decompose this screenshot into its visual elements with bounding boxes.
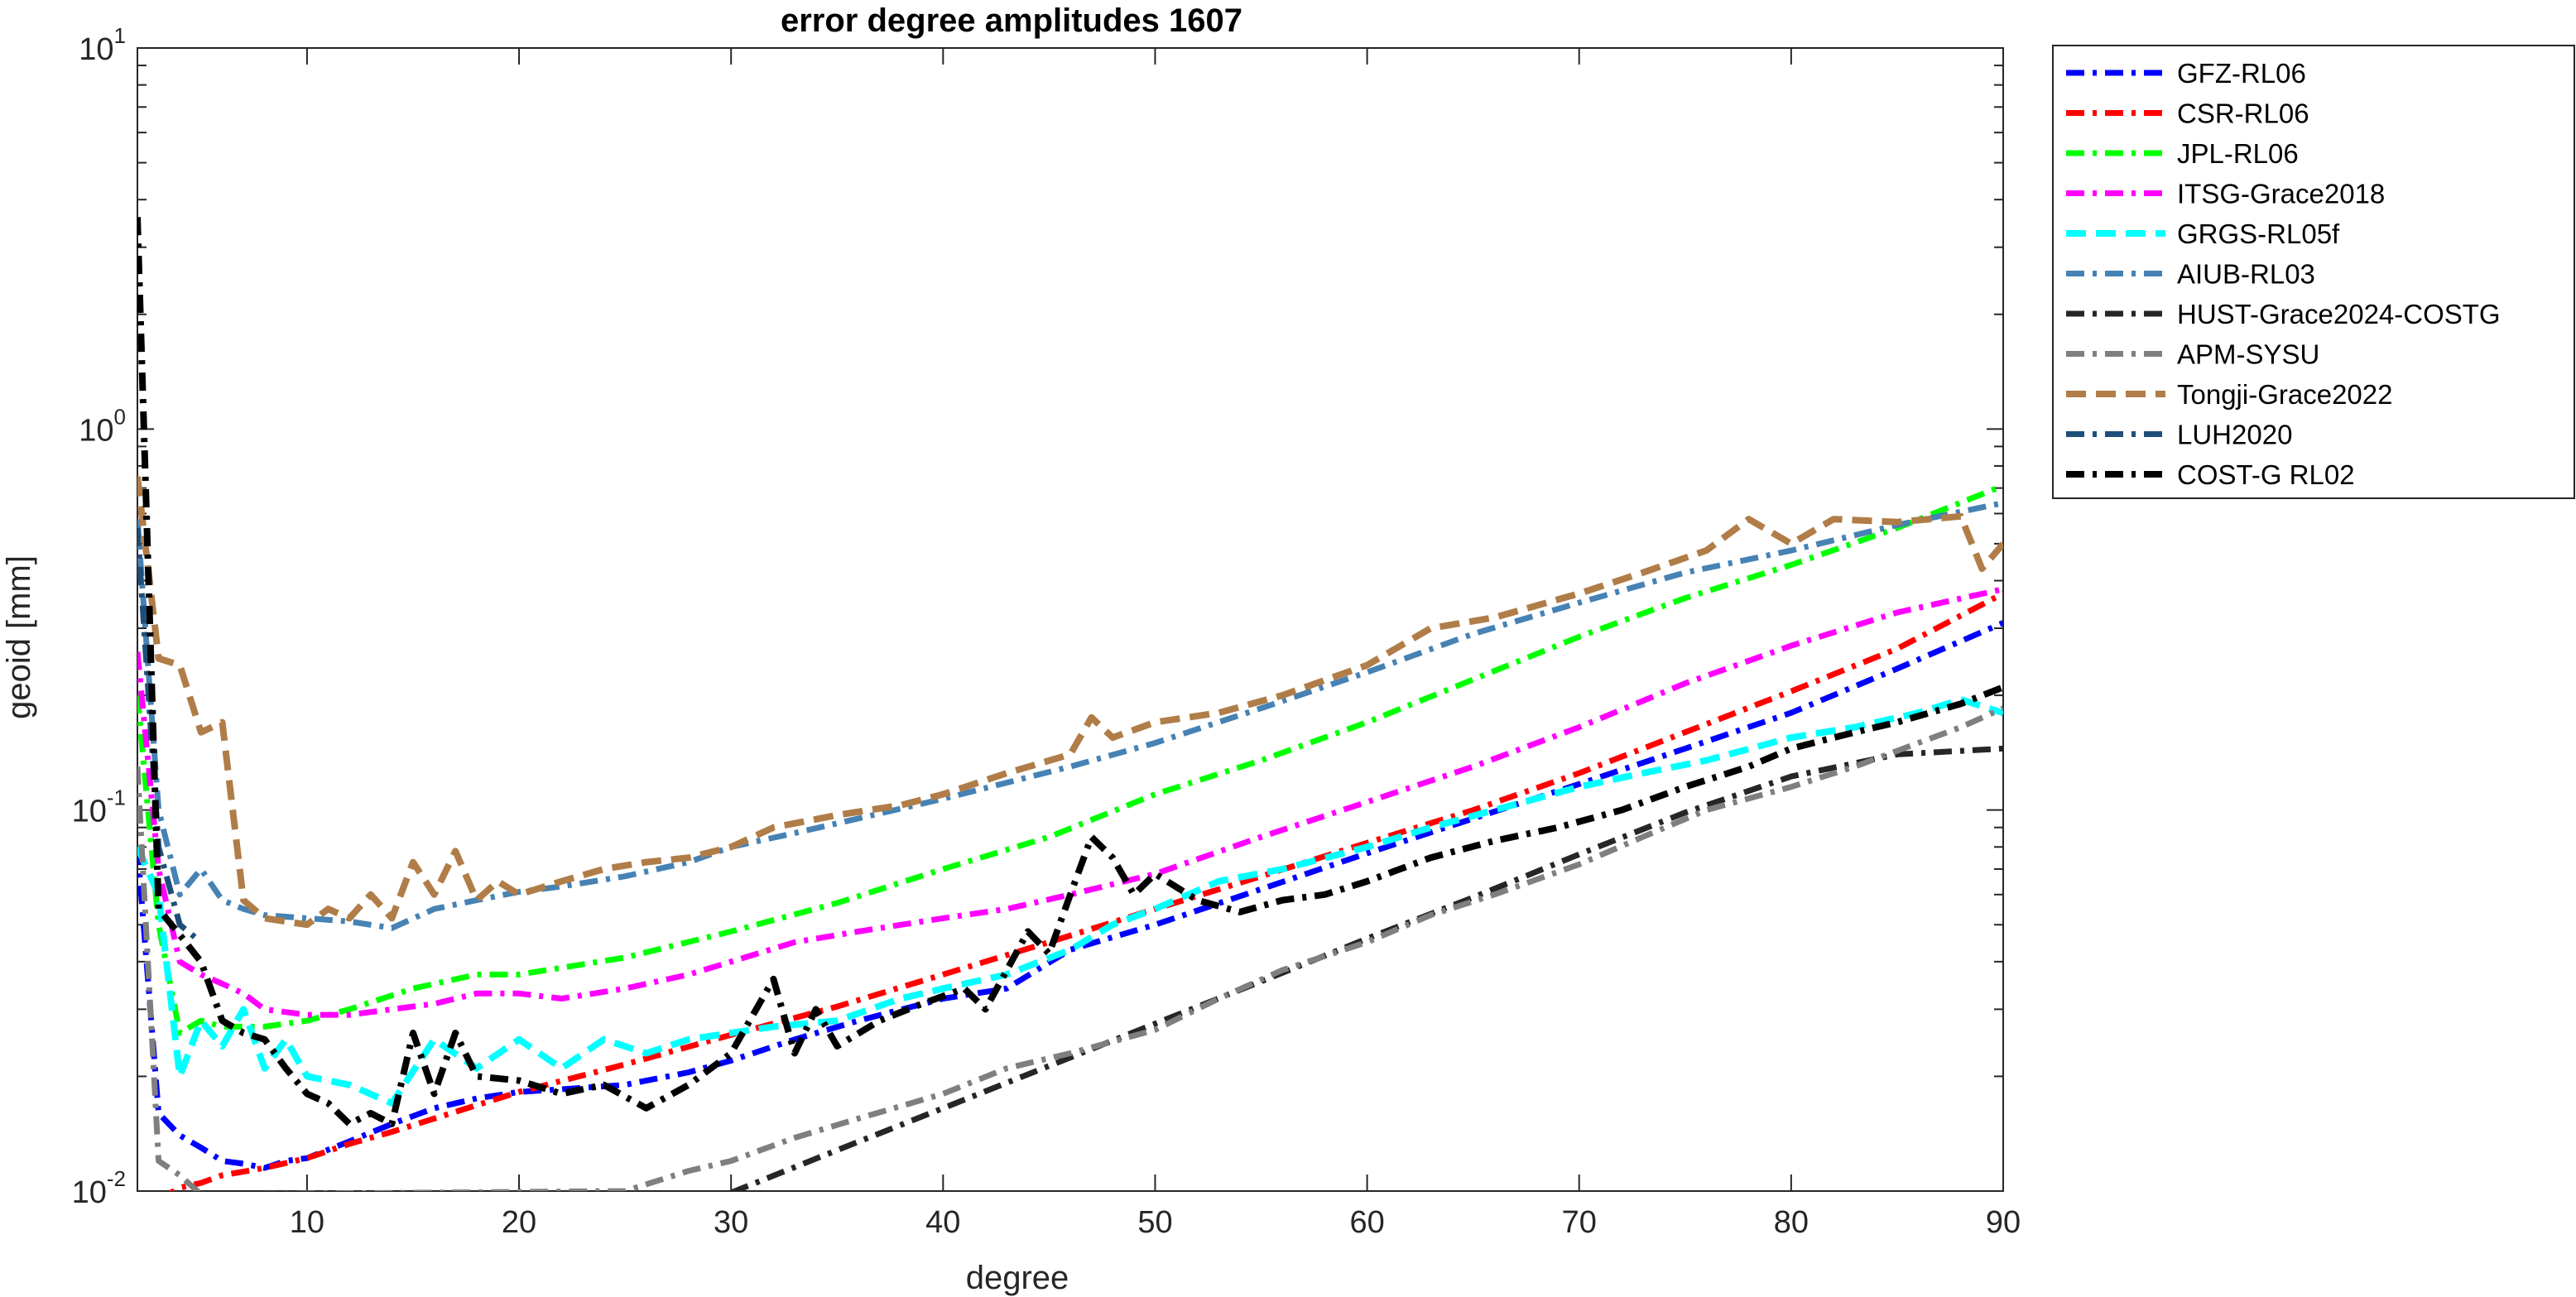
legend: GFZ-RL06 CSR-RL06 JPL-RL06 ITSG-Grace2018 GR… <box>2052 45 2575 499</box>
series-line-jpl-rl06 <box>137 483 2003 1036</box>
legend-label: GRGS-RL05f <box>2177 219 2340 249</box>
x-tick-label: 30 <box>714 1205 748 1240</box>
y-tick-label: 100 <box>79 404 126 448</box>
y-tick-label: 101 <box>79 23 126 67</box>
y-tick-label: 10-1 <box>72 785 126 829</box>
series-line-apm-sysu <box>137 705 2003 1191</box>
legend-label: Tongji-Grace2022 <box>2177 379 2393 410</box>
legend-label: ITSG-Grace2018 <box>2177 179 2385 209</box>
x-axis-label: degree <box>966 1260 1069 1296</box>
series-line-gfz-rl06 <box>137 620 2003 1171</box>
plot-frame <box>137 47 2004 1192</box>
legend-items: GFZ-RL06 CSR-RL06 JPL-RL06 ITSG-Grace2018 GR… <box>2066 58 2501 490</box>
series-layer <box>137 217 2003 1191</box>
legend-label: LUH2020 <box>2177 420 2292 450</box>
x-tick-label: 90 <box>1986 1205 2021 1240</box>
series-line-cost-g-rl02 <box>137 217 2003 1127</box>
x-tick-label: 70 <box>1562 1205 1597 1240</box>
x-tick-label: 60 <box>1349 1205 1384 1240</box>
x-axis: 10 20 30 40 50 60 70 80 90 <box>290 48 2021 1240</box>
x-tick-label: 40 <box>925 1205 960 1240</box>
legend-label: HUST-Grace2024-COSTG <box>2177 299 2501 329</box>
legend-box <box>2052 45 2575 499</box>
y-axis-label: geoid [mm] <box>1 555 37 719</box>
legend-label: CSR-RL06 <box>2177 98 2309 129</box>
series-line-grgs-rl05f <box>137 696 2003 1107</box>
series-line-aiub-rl03 <box>137 500 2003 931</box>
legend-label: GFZ-RL06 <box>2177 58 2306 89</box>
legend-label: JPL-RL06 <box>2177 138 2299 169</box>
y-tick-label: 10-2 <box>72 1166 126 1210</box>
x-tick-label: 10 <box>290 1205 324 1240</box>
series-line-hust-grace2024-costg <box>729 745 2003 1191</box>
series-line-luh2020 <box>137 527 204 945</box>
legend-label: AIUB-RL03 <box>2177 259 2315 290</box>
chart-title: error degree amplitudes 1607 <box>781 2 1242 39</box>
legend-label: APM-SYSU <box>2177 339 2319 370</box>
x-tick-label: 80 <box>1774 1205 1809 1240</box>
legend-label: COST-G RL02 <box>2177 459 2355 490</box>
y-axis: 10-2 10-1 100 101 <box>72 23 2003 1210</box>
x-tick-label: 20 <box>502 1205 536 1240</box>
series-line-tongji-grace2022 <box>137 476 2003 929</box>
x-tick-label: 50 <box>1137 1205 1172 1240</box>
